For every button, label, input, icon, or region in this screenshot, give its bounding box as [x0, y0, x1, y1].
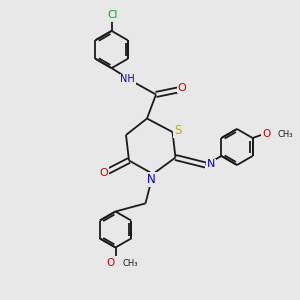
Text: S: S: [174, 124, 182, 137]
Text: O: O: [178, 82, 187, 93]
Text: CH₃: CH₃: [277, 130, 293, 139]
Text: O: O: [263, 129, 271, 140]
Text: O: O: [106, 258, 114, 268]
Text: NH: NH: [120, 74, 135, 85]
Text: N: N: [207, 159, 215, 170]
Text: O: O: [99, 168, 108, 178]
Text: N: N: [147, 173, 156, 186]
Text: Cl: Cl: [107, 10, 117, 20]
Text: CH₃: CH₃: [122, 259, 138, 268]
